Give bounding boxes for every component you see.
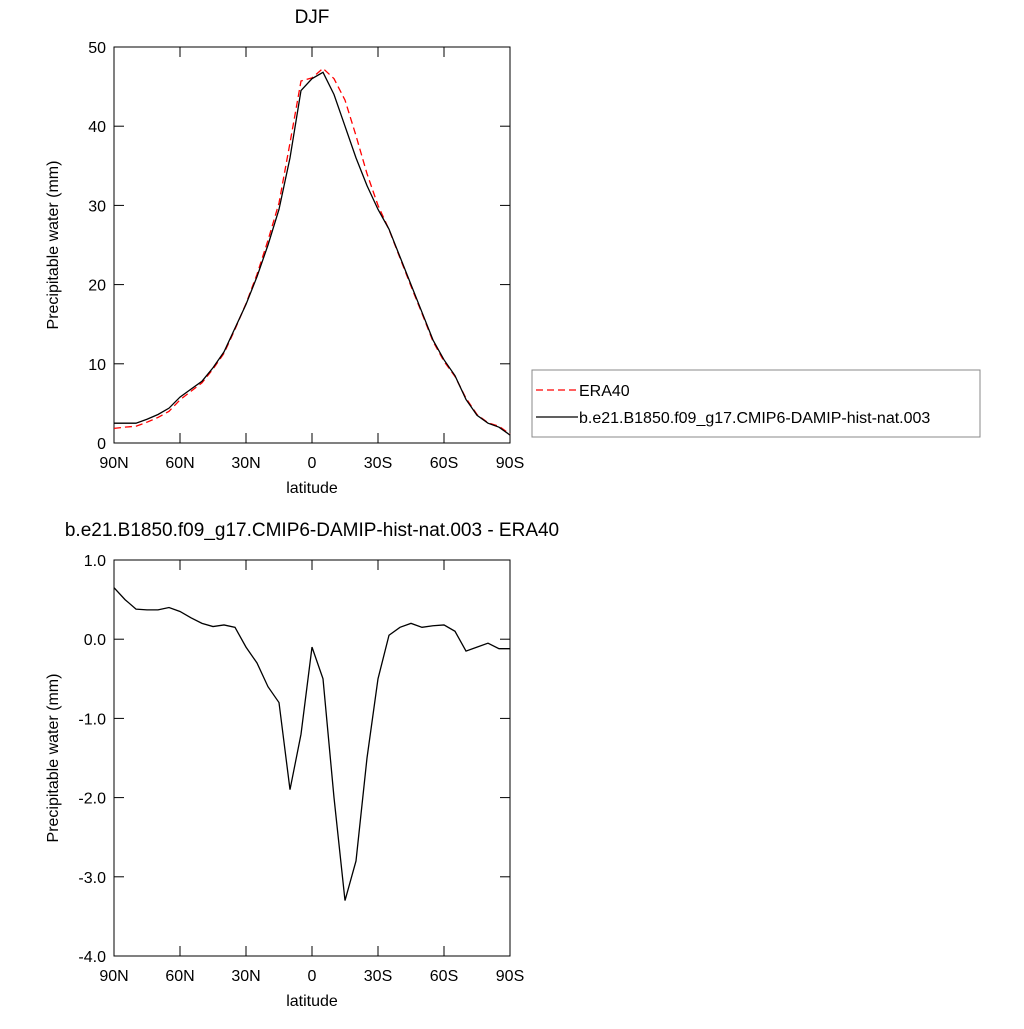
x-tick-label: 90S xyxy=(496,455,524,472)
x-tick-label: 30N xyxy=(231,968,260,985)
y-tick-label: 40 xyxy=(88,119,106,136)
x-tick-label: 60N xyxy=(165,968,194,985)
y-axis-label: Precipitable water (mm) xyxy=(45,161,62,330)
x-axis-label: latitude xyxy=(286,993,338,1010)
x-tick-label: 30N xyxy=(231,455,260,472)
y-tick-label: -1.0 xyxy=(78,711,106,728)
y-tick-label: 10 xyxy=(88,357,106,374)
x-tick-label: 0 xyxy=(308,455,317,472)
x-tick-label: 30S xyxy=(364,968,392,985)
y-axis-label: Precipitable water (mm) xyxy=(45,674,62,843)
data-line xyxy=(114,71,511,436)
plot-frame xyxy=(113,46,511,444)
y-tick-label: 0.0 xyxy=(84,632,106,649)
data-line xyxy=(113,67,511,435)
x-tick-label: 60S xyxy=(430,968,458,985)
x-axis-label: latitude xyxy=(286,480,338,497)
legend-box xyxy=(531,369,981,438)
x-tick-label: 90N xyxy=(99,968,128,985)
y-tick-label: -2.0 xyxy=(78,791,106,808)
legend-label: ERA40 xyxy=(579,383,630,400)
y-tick-label: 30 xyxy=(88,198,106,215)
chart-title: b.e21.B1850.f09_g17.CMIP6-DAMIP-hist-nat… xyxy=(65,520,559,541)
x-tick-label: 60S xyxy=(430,455,458,472)
y-tick-label: 20 xyxy=(88,278,106,295)
x-tick-label: 90S xyxy=(496,968,524,985)
x-tick-label: 90N xyxy=(99,455,128,472)
y-tick-label: -3.0 xyxy=(78,870,106,887)
legend-label: b.e21.B1850.f09_g17.CMIP6-DAMIP-hist-nat… xyxy=(579,410,930,427)
chart-title: DJF xyxy=(295,7,330,28)
y-tick-label: -4.0 xyxy=(78,949,106,966)
x-tick-label: 60N xyxy=(165,455,194,472)
x-tick-label: 30S xyxy=(364,455,392,472)
y-tick-label: 50 xyxy=(88,40,106,57)
y-tick-label: 0 xyxy=(97,436,106,453)
plot-frame xyxy=(113,559,511,957)
x-tick-label: 0 xyxy=(308,968,317,985)
y-tick-label: 1.0 xyxy=(84,553,106,570)
data-line xyxy=(113,587,510,901)
